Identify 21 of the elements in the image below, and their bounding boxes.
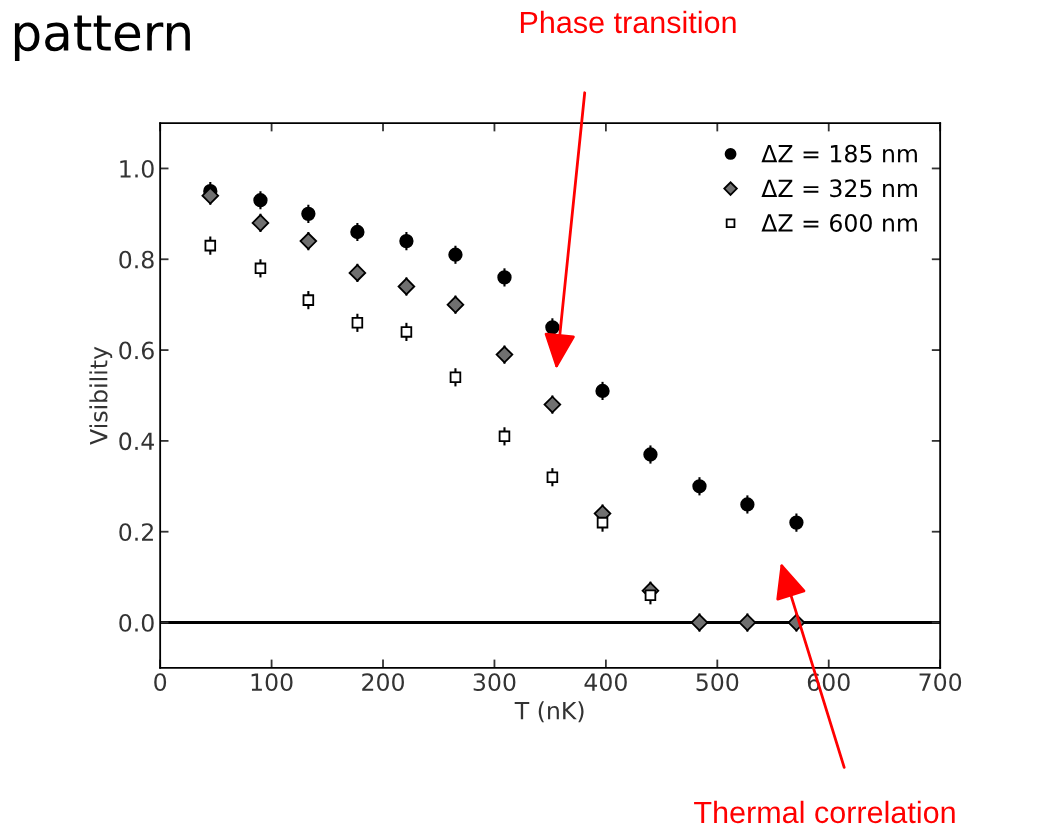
y-tick-label: 0.4 — [119, 432, 154, 451]
legend-label: ΔZ = 185 nm — [761, 144, 917, 163]
x-tick-label: 300 — [473, 673, 516, 692]
x-axis-title: T (nK) — [514, 701, 584, 723]
chart-title: pattern — [14, 15, 190, 61]
y-tick-label: 0.0 — [119, 613, 154, 632]
y-tick-label: 0.2 — [119, 523, 153, 542]
x-tick-label: 100 — [251, 673, 293, 692]
y-tick-label: 0.8 — [119, 250, 154, 269]
y-tick-label: 1.0 — [120, 159, 154, 178]
x-tick-label: 0 — [154, 673, 167, 692]
text: Phase transition — [520, 10, 736, 34]
y-tick-label: 0.6 — [119, 341, 154, 360]
x-tick-label: 200 — [362, 673, 404, 692]
x-tick-label: 400 — [584, 673, 627, 692]
y-axis-title: Visibility — [89, 346, 113, 445]
legend-label: ΔZ = 600 nm — [761, 214, 917, 232]
text: Thermal correlation — [694, 800, 955, 824]
legend-label: ΔZ = 325 nm — [761, 179, 917, 198]
x-tick-label: 500 — [696, 673, 739, 692]
x-tick-label: 700 — [919, 673, 962, 692]
